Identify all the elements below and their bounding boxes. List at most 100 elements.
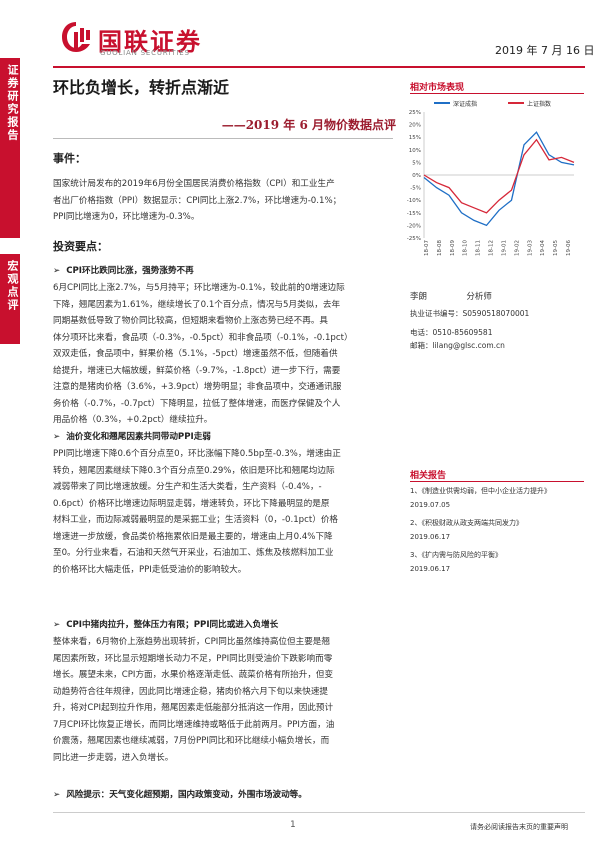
point-1-body: 6月CPI同比上涨2.7%，与5月持平；环比增速为-0.1%，较此前的0增速边际… xyxy=(53,280,393,429)
related-item-title[interactable]: 3、《扩内需与防风险的平衡》 xyxy=(410,551,502,559)
arrow-icon: ➢ xyxy=(53,432,61,442)
point-line: 至0。分行业来看，石油和天然气开采业，石油加工、炼焦及核燃料加工业 xyxy=(53,548,334,558)
point-line: 增速进一步放缓，食品类价格拖累依旧是最主要的，增速由上月0.4%下降 xyxy=(53,531,333,542)
page-number: 1 xyxy=(290,820,296,830)
sidebar-label-mid: 宏观点评 xyxy=(6,260,19,312)
legend-label: 深证成指 xyxy=(453,100,477,108)
point-line: 务价格（-0.7%，-0.7pct）下降明显，拉低了整体增速，而医疗保健及个人 xyxy=(53,398,341,409)
y-tick-label: -25% xyxy=(407,236,421,242)
x-tick-label: 18-12 xyxy=(489,240,495,256)
related-item-title[interactable]: 2、《积极财政从政支两端共同发力》 xyxy=(410,519,523,527)
x-tick-label: 19-03 xyxy=(527,240,533,256)
market-chart-svg: 深证成指 上证指数 25% 20% 15% 10% 5% 0% -5% -10% -15% -20% -… xyxy=(407,100,575,256)
point-line: 升，将对CPI起到拉升作用，翘尾因素走低能部分抵消这一作用，因此预计 xyxy=(53,703,334,713)
x-tick-label: 18-10 xyxy=(463,240,469,256)
event-line: 国家统计局发布的2019年6月份全国居民消费价格指数（CPI）和工业生产 xyxy=(53,179,335,189)
x-tick-label: 18-08 xyxy=(437,240,443,256)
point-line: 尾因素所致，环比显示短期增长动力不足，PPI同比则受油价下跌影响而零 xyxy=(53,653,333,664)
footer-rule xyxy=(53,812,585,813)
header-rule xyxy=(53,66,585,68)
y-tick-label: 20% xyxy=(409,123,421,129)
market-rule xyxy=(410,93,584,94)
point-line: 0.6pct）价格环比增速边际明显走弱，增速转负，环比下降最明显的是原 xyxy=(53,498,330,509)
x-tick-label: 19-06 xyxy=(566,240,572,256)
point-3-title: ➢ CPI中猪肉拉升，整体压力有限；PPI同比或进入负增长 xyxy=(53,620,279,630)
y-tick-label: 0% xyxy=(412,173,421,179)
point-1-title: ➢ CPI环比跌同比涨，强势涨势不再 xyxy=(53,266,194,276)
y-tick-label: 5% xyxy=(412,160,421,166)
page-title: 环比负增长，转折点渐近 xyxy=(53,78,230,97)
point-line: 转负，翘尾因素继续下降0.3个百分点至0.29%，依旧是环比和翘尾均边际 xyxy=(53,465,335,476)
x-tick-label: 18-11 xyxy=(476,240,482,256)
market-chart: 深证成指 上证指数 25% 20% 15% 10% 5% 0% -5% -10% -15% -20% -… xyxy=(398,96,584,286)
point-line: 注意的是猪肉价格（3.6%，+3.9pct）增势明显；非食品项中，交通通讯服 xyxy=(53,382,342,392)
risk-text: 天气变化超预期，国内政策变动，外围市场波动等。 xyxy=(109,790,307,800)
series-line xyxy=(423,138,575,214)
x-tick-label: 19-05 xyxy=(553,240,559,256)
point-line: 体分项环比来看，食品项（-0.3%，-0.5pct）和非食品项（-0.1%，-0… xyxy=(53,332,353,343)
x-tick-label: 19-02 xyxy=(514,240,520,256)
event-line: PPI同比增速为0，环比增速为-0.3%。 xyxy=(53,212,200,222)
x-tick-label: 19-01 xyxy=(501,240,507,256)
arrow-icon: ➢ xyxy=(53,620,61,630)
sidebar-report-type: 证券研究报告 xyxy=(0,58,20,238)
invest-heading: 投资要点： xyxy=(53,240,108,253)
related-item-date: 2019.06.17 xyxy=(410,533,451,541)
arrow-icon: ➢ xyxy=(53,790,61,800)
event-body: 国家统计局发布的2019年6月份全国居民消费价格指数（CPI）和工业生产 者出厂… xyxy=(53,176,393,226)
logo-name: 国联证券 xyxy=(98,27,202,56)
page-subtitle: ——2019 年 6 月物价数据点评 xyxy=(221,118,396,132)
related-item-date: 2019.07.05 xyxy=(410,501,451,509)
point-line: 价震荡，翘尾因素也继续减弱，7月份PPI同比和环比继续小幅负增长，而 xyxy=(53,736,330,746)
related-heading: 相关报告 xyxy=(410,471,447,481)
point-line: 同比进一步走弱，进入负增长。 xyxy=(53,752,174,763)
related-rule xyxy=(410,481,584,482)
y-tick-label: 15% xyxy=(409,135,421,141)
point-line: 用品价格（0.3%，+0.2pct）继续拉升。 xyxy=(53,415,213,425)
y-tick-label: -15% xyxy=(407,211,421,217)
sidebar-label-top: 证券研究报告 xyxy=(6,64,19,142)
point-line: 7月CPI环比恢复正增长，而同比增速维持或略低于此前两月。PPI方面，油 xyxy=(53,719,335,730)
point-line: 6月CPI同比上涨2.7%，与5月持平；环比增速为-0.1%，较此前的0增速边际 xyxy=(53,283,345,293)
analyst-name: 李朗 xyxy=(410,292,428,302)
y-tick-label: -10% xyxy=(407,198,421,204)
point-line: 的价格环比大幅走低，PPI走低受油价的影响较大。 xyxy=(53,564,247,575)
y-tick-label: -5% xyxy=(410,186,421,192)
analyst-info: 李朗 分析师 执业证书编号：S0590518070001 电话：0510-856… xyxy=(410,291,590,352)
point-line: 减弱带来了同比增速放缓。分生产和生活大类看，生产资料（-0.4%，- xyxy=(53,482,322,492)
logo-english: GUOLIAN SECURITIES xyxy=(100,49,190,57)
point-line: 双双走低，食品项中，鲜果价格（5.1%，-5pct）增速虽然不低，但随着供 xyxy=(53,349,338,359)
point-line: 同期基数低导致了物价同比较高，但短期来看物价上涨态势已经不再。具 xyxy=(53,316,329,326)
point-2-body: PPI同比增速下降0.6个百分点至0，环比涨幅下降0.5bp至-0.3%，增速由… xyxy=(53,446,393,578)
risk-label: 风险提示： xyxy=(66,790,110,800)
analyst-email[interactable]: 邮箱：lilang@glsc.com.cn xyxy=(410,341,505,350)
series-line xyxy=(423,131,575,227)
point-line: 动趋势符合往年规律，因此同比增速企稳，猪肉价格六月下旬以来快速提 xyxy=(53,686,329,697)
report-date: 2019 年 7 月 16 日 xyxy=(495,44,595,57)
point-line: 增长。展望未来，CPI方面，水果价格逐渐走低、蔬菜价格有所抬升，但变 xyxy=(53,670,334,680)
related-item-date: 2019.06.17 xyxy=(410,565,451,573)
point-line: 整体来看，6月物价上涨趋势出现转折，CPI同比虽然维持高位但主要是翘 xyxy=(53,637,330,647)
y-tick-label: 25% xyxy=(409,110,421,116)
related-list: 1、《制造业供需均弱，但中小企业活力提升》 2019.07.05 2、《积极财政… xyxy=(410,484,590,576)
point-line: PPI同比增速下降0.6个百分点至0，环比涨幅下降0.5bp至-0.3%，增速由… xyxy=(53,449,341,459)
point-line: 给提升，增速已大幅放缓，鲜菜价格（-9.7%，-1.8pct）进一步下行，需要 xyxy=(53,365,341,376)
analyst-cert: 执业证书编号：S0590518070001 xyxy=(410,309,530,318)
logo-icon xyxy=(60,20,92,54)
analyst-role: 分析师 xyxy=(466,292,492,302)
event-heading: 事件： xyxy=(53,152,86,165)
title-divider xyxy=(53,138,393,139)
sidebar-category: 宏观点评 xyxy=(0,254,20,344)
point-line: 下降，翘尾因素为1.61%，继续增长了0.1个百分点，情况与5月类似，去年 xyxy=(53,299,341,310)
point-2-title: ➢ 油价变化和翘尾因素共同带动PPI走弱 xyxy=(53,432,211,442)
point-3-body: 整体来看，6月物价上涨趋势出现转折，CPI同比虽然维持高位但主要是翘 尾因素所致… xyxy=(53,634,393,766)
market-heading: 相对市场表现 xyxy=(410,83,465,93)
arrow-icon: ➢ xyxy=(53,266,61,276)
x-tick-label: 18-09 xyxy=(450,240,456,256)
event-line: 者出厂价格指数（PPI）数据显示：CPI同比上涨2.7%，环比增速为-0.1%； xyxy=(53,195,342,206)
point-line: 材料工业，而边际减弱最明显的是采掘工业；生活资料（0，-0.1pct）价格 xyxy=(53,515,339,525)
related-item-title[interactable]: 1、《制造业供需均弱，但中小企业活力提升》 xyxy=(410,487,551,495)
x-tick-label: 18-07 xyxy=(424,240,430,256)
x-tick-label: 19-04 xyxy=(540,240,546,256)
analyst-phone: 电话：0510-85609581 xyxy=(410,328,493,337)
